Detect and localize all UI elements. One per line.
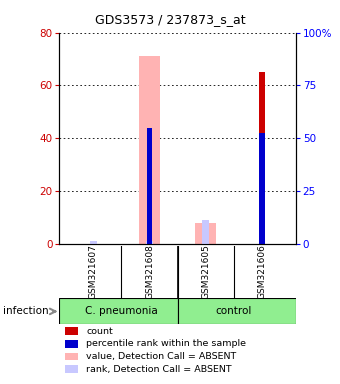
- Text: count: count: [86, 326, 113, 336]
- Text: C. pneumonia: C. pneumonia: [85, 306, 158, 316]
- Bar: [177, 298, 296, 324]
- Text: infection: infection: [3, 306, 49, 316]
- Text: GSM321607: GSM321607: [89, 244, 98, 299]
- Text: GSM321605: GSM321605: [201, 244, 210, 299]
- Bar: [139, 56, 160, 244]
- Text: rank, Detection Call = ABSENT: rank, Detection Call = ABSENT: [86, 364, 232, 374]
- Bar: [259, 72, 266, 244]
- Bar: [147, 127, 152, 244]
- Bar: [90, 241, 97, 244]
- Bar: [202, 220, 209, 244]
- Text: value, Detection Call = ABSENT: value, Detection Call = ABSENT: [86, 352, 236, 361]
- Bar: [259, 133, 265, 244]
- Text: percentile rank within the sample: percentile rank within the sample: [86, 339, 246, 348]
- Text: GDS3573 / 237873_s_at: GDS3573 / 237873_s_at: [95, 13, 245, 26]
- Bar: [59, 298, 177, 324]
- Text: control: control: [216, 306, 252, 316]
- Text: GSM321606: GSM321606: [257, 244, 267, 299]
- Bar: [195, 223, 217, 244]
- Text: GSM321608: GSM321608: [145, 244, 154, 299]
- Bar: [146, 241, 153, 244]
